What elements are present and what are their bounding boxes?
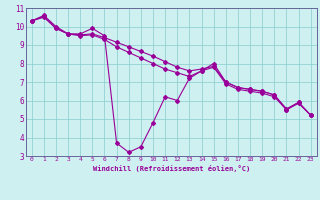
X-axis label: Windchill (Refroidissement éolien,°C): Windchill (Refroidissement éolien,°C) <box>92 165 250 172</box>
